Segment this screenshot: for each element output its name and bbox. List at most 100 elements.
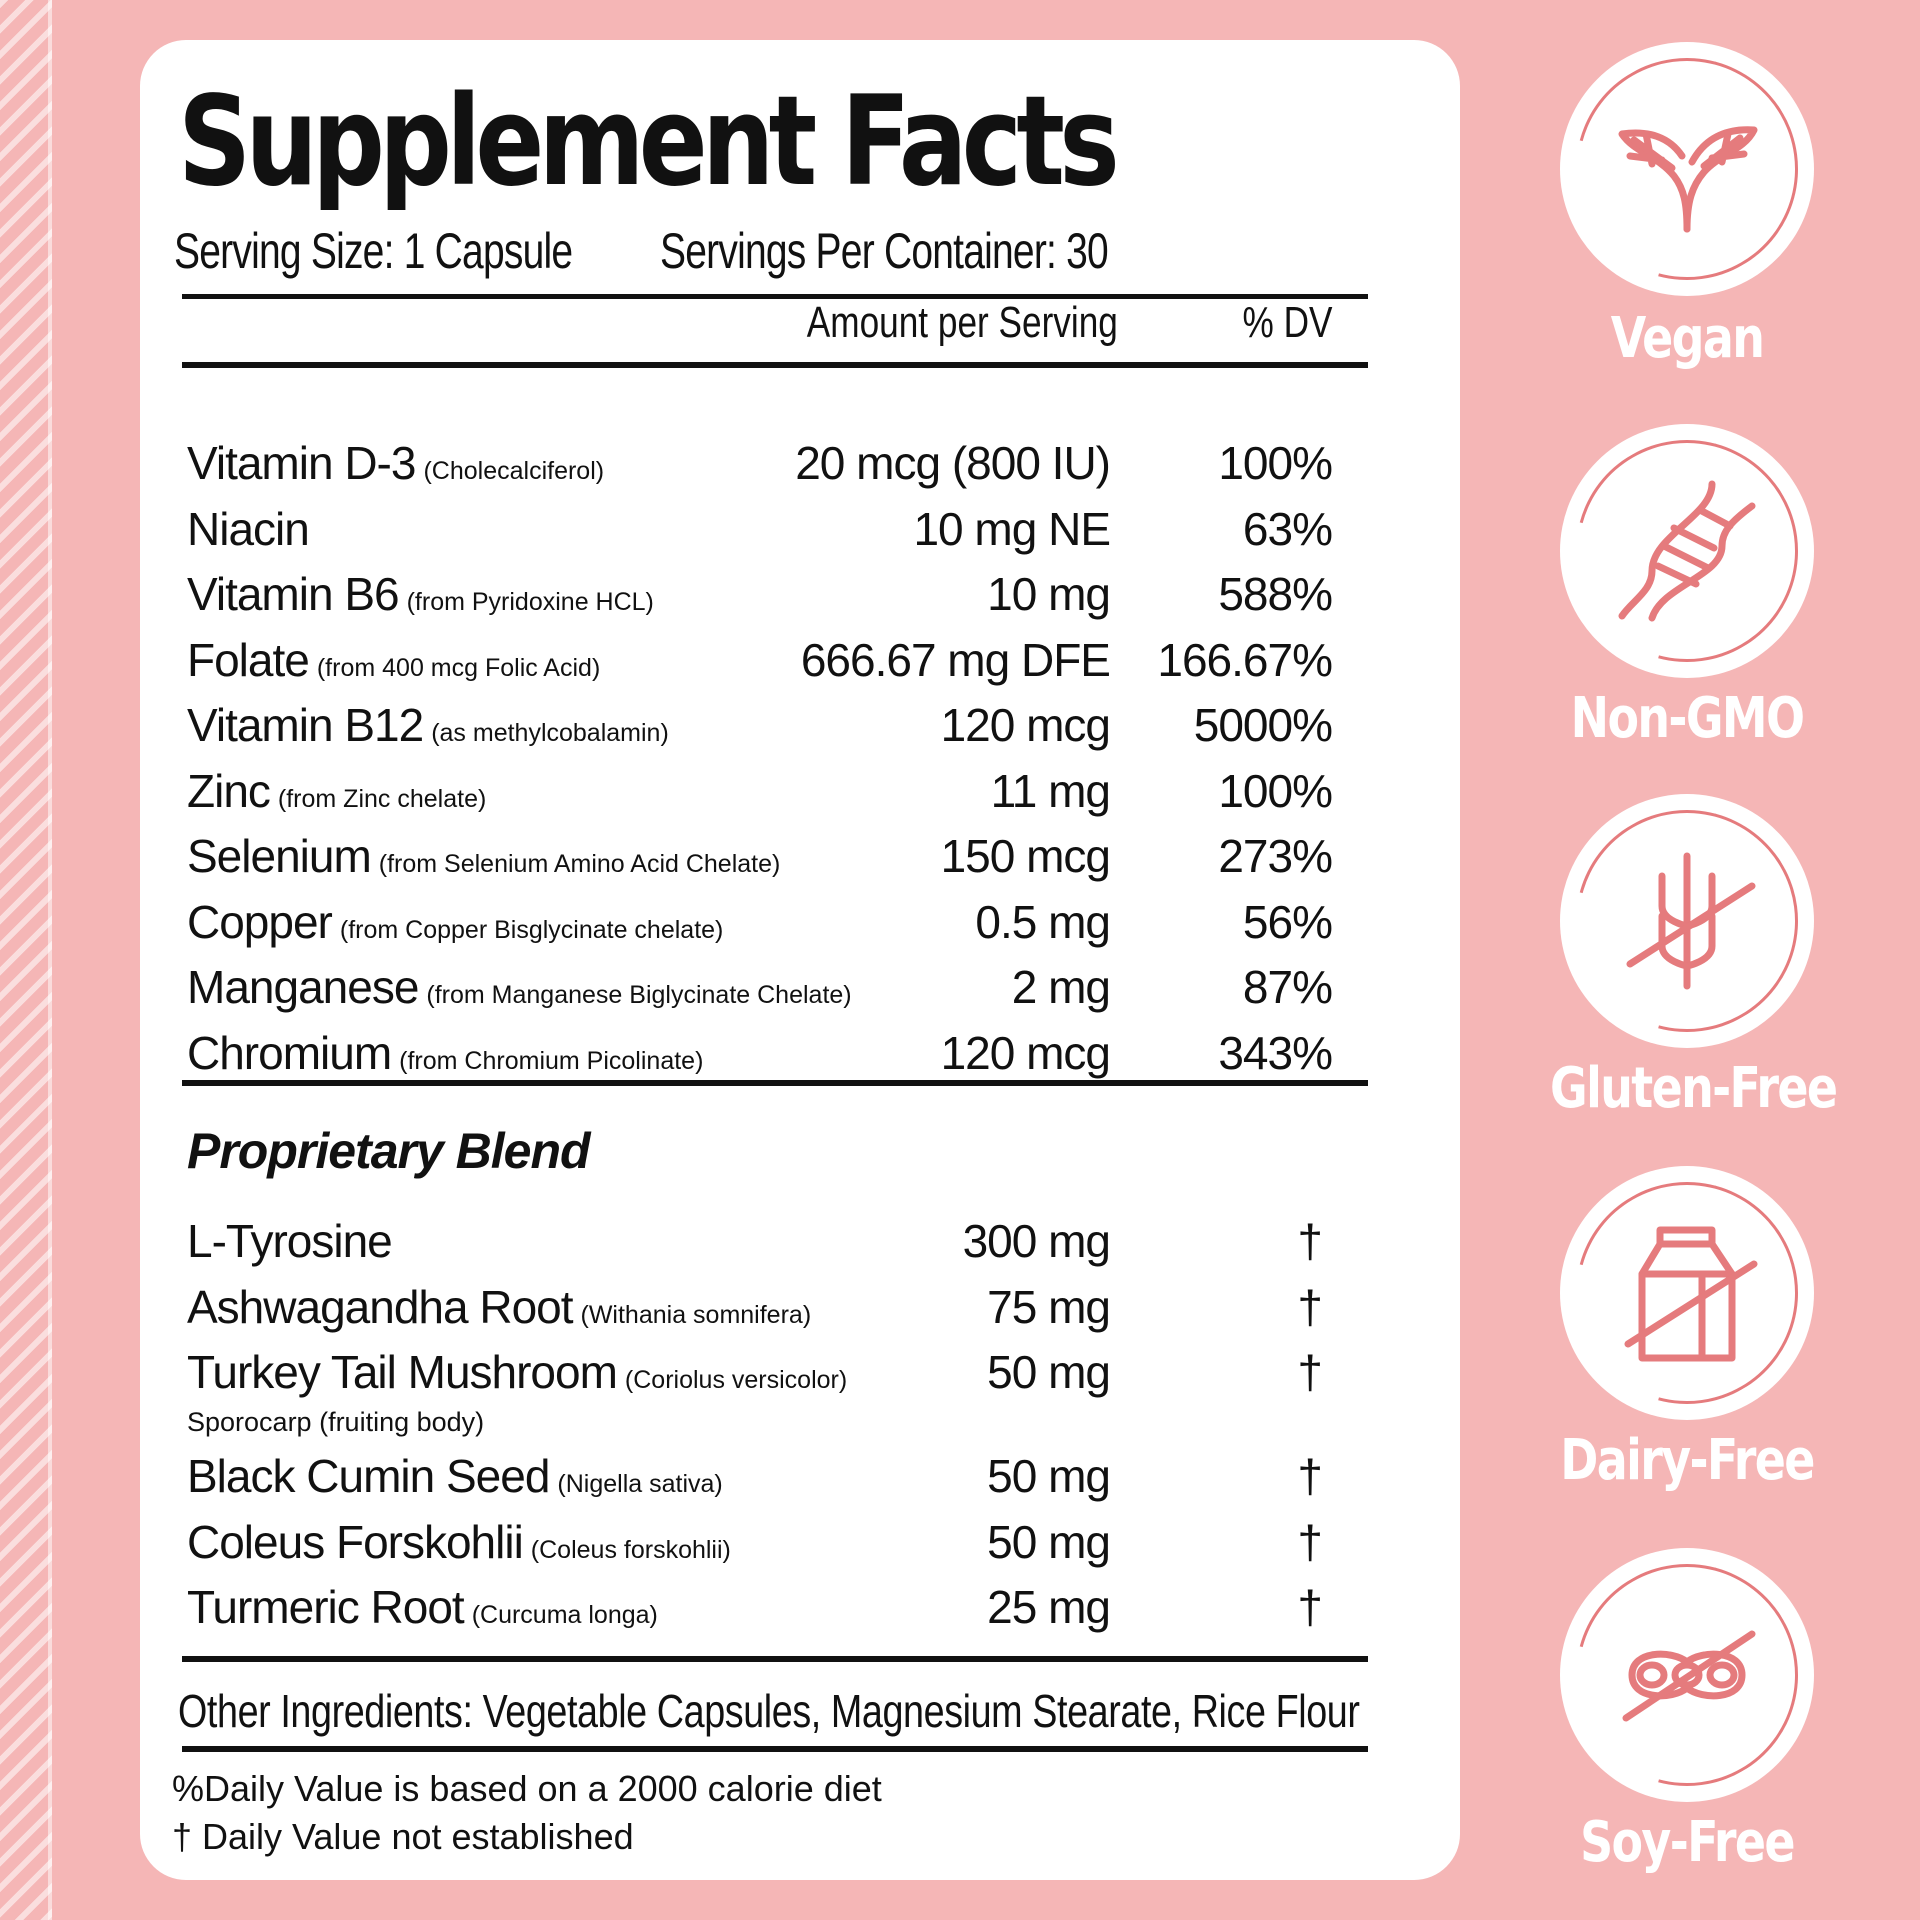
nutrient-name: Chromium (from Chromium Picolinate) [187,1026,704,1079]
nutrient-dv: 166.67% [1157,633,1333,686]
nutrient-name: Niacin [187,502,310,555]
nutrient-row: Manganese (from Manganese Biglycinate Che… [140,961,1460,1022]
blend-ingredient-note: (Curcuma longa) [471,1601,658,1629]
blend-ingredient-name: Black Cumin Seed (Nigella sativa) [187,1450,723,1502]
other-ingredients: Other Ingredients: Vegetable Capsules, M… [178,1685,1360,1737]
blend-ingredient-note: (Coriolus versicolor) [624,1366,848,1394]
nutrient-amount: 2 mg [1011,961,1111,1013]
nutrient-amount: 150 mcg [940,830,1111,882]
serving-size: Serving Size: 1 Capsule [174,223,573,279]
dna-icon [1618,480,1756,622]
blend-row: Coleus Forskohlii (Coleus forskohlii) 50 m… [140,1516,1460,1577]
blend-ingredient-dv: † [1297,1581,1323,1633]
badge-vegan [1535,17,1839,321]
blend-ingredient-name: Turmeric Root (Curcuma longa) [187,1581,658,1633]
badge-gluten-free [1535,769,1839,1073]
blend-ingredient-dv: † [1297,1516,1323,1568]
nutrient-amount: 120 mcg [940,1026,1111,1079]
nutrient-row: Vitamin D-3 (Cholecalciferol) 20 mcg (800 … [140,437,1460,498]
blend-ingredient-note: (Coleus forskohlii) [530,1536,731,1564]
blend-ingredient-amount: 300 mg [962,1215,1111,1267]
badge-dairy-free [1535,1141,1839,1445]
blend-ingredient-dv: † [1297,1346,1323,1398]
nutrient-name: Selenium (from Selenium Amino Acid Chelat… [187,830,781,882]
blend-ingredient-amount: 25 mg [987,1581,1111,1633]
divider-other [182,1656,1368,1662]
nutrient-row: Copper (from Copper Bisglycinate chelate)… [140,895,1460,957]
blend-row: Turkey Tail Mushroom (Coriolus versicolor… [140,1346,1460,1437]
nutrient-source-note: (from Pyridoxine HCL) [406,588,654,616]
nutrient-source-note: (from Copper Bisglycinate chelate) [339,915,724,944]
nutrient-amount: 0.5 mg [975,895,1111,948]
badge-label-dairy-free: Dairy-Free [1560,1428,1815,1493]
nutrient-name: Vitamin B6 (from Pyridoxine HCL) [187,568,654,620]
nutrient-name: Manganese (from Manganese Biglycinate Che… [187,961,852,1013]
nutrient-row: Zinc (from Zinc chelate) 11 mg 100% [140,764,1460,826]
nutrient-name: Zinc (from Zinc chelate) [187,764,487,817]
blend-ingredient-amount: 50 mg [987,1346,1111,1398]
nutrient-source-note: (from Manganese Biglycinate Chelate) [426,981,852,1009]
nutrient-dv: 63% [1242,502,1333,555]
nutrient-dv: 273% [1218,830,1333,882]
nutrient-row: Selenium (from Selenium Amino Acid Chelat… [140,830,1460,891]
nutrient-amount: 10 mg [987,568,1111,620]
blend-row: Black Cumin Seed (Nigella sativa) 50 mg † [140,1450,1460,1511]
blend-row: L-Tyrosine 300 mg † [140,1215,1460,1276]
nutrient-dv: 100% [1218,764,1333,817]
blend-ingredient-name: Turkey Tail Mushroom (Coriolus versicolor… [187,1346,848,1398]
servings-per-container: Servings Per Container: 30 [660,223,1109,279]
nutrient-dv: 588% [1218,568,1333,620]
divider-header [182,362,1368,368]
nutrient-source-note: (as methylcobalamin) [431,719,669,747]
nutrient-row: Chromium (from Chromium Picolinate) 120 mc… [140,1026,1460,1088]
blend-ingredient-dv: † [1297,1215,1323,1267]
blend-row: Turmeric Root (Curcuma longa) 25 mg † [140,1581,1460,1642]
blend-title: Proprietary Blend [187,1123,591,1179]
blend-row: Ashwagandha Root (Withania somnifera) 75 m… [140,1281,1460,1342]
blend-ingredient-subnote: Sporocarp (fruiting body) [187,1407,485,1437]
wheat-crossed-icon [1626,852,1756,990]
blend-ingredient-dv: † [1297,1281,1323,1333]
blend-ingredient-dv: † [1297,1450,1323,1502]
nutrient-name: Vitamin D-3 (Cholecalciferol) [187,437,605,489]
nutrient-row: Niacin 10 mg NE 63% [140,502,1460,564]
nutrient-source-note: (from Selenium Amino Acid Chelate) [378,850,781,878]
footnote-daily-value: %Daily Value is based on a 2000 calorie … [172,1768,882,1809]
badge-label-gluten-free: Gluten-Free [1550,1056,1838,1121]
nutrient-amount: 11 mg [990,764,1111,817]
blend-ingredient-note: (Nigella sativa) [557,1470,723,1498]
nutrient-dv: 343% [1218,1026,1333,1079]
nutrient-source-note: (from Chromium Picolinate) [399,1046,704,1075]
nutrient-source-note: (from Zinc chelate) [277,784,487,813]
nutrient-amount: 666.67 mg DFE [800,633,1111,686]
nutrient-source-note: (Cholecalciferol) [423,457,605,485]
milk-carton-crossed-icon [1624,1226,1758,1362]
nutrient-row: Vitamin B6 (from Pyridoxine HCL) 10 mg 588% [140,568,1460,629]
nutrient-name: Folate (from 400 mcg Folic Acid) [187,633,601,686]
divider-top [182,294,1368,299]
nutrient-amount: 10 mg NE [913,502,1111,555]
column-header-amount: Amount per Serving [806,298,1118,347]
side-pattern-strip [0,0,52,1920]
nutrient-amount: 120 mcg [940,699,1111,751]
divider-footer [182,1746,1368,1752]
supplement-facts-panel: Supplement Facts Serving Size: 1 Capsule… [140,40,1460,1880]
nutrient-name: Vitamin B12 (as methylcobalamin) [187,699,669,751]
divider-blend [182,1080,1368,1086]
badge-label-vegan: Vegan [1610,306,1765,371]
badge-non-gmo [1535,399,1839,703]
badge-label-non-gmo: Non-GMO [1570,686,1805,751]
panel-title: Supplement Facts [178,70,1120,214]
nutrient-source-note: (from 400 mcg Folic Acid) [316,653,601,682]
nutrient-dv: 5000% [1193,699,1333,751]
leaf-icon [1618,126,1758,233]
blend-ingredient-amount: 50 mg [987,1450,1111,1502]
blend-ingredient-amount: 75 mg [987,1281,1111,1333]
badge-soy-free [1535,1523,1839,1827]
footnote-dagger: † Daily Value not established [172,1816,634,1857]
badge-label-soy-free: Soy-Free [1580,1810,1796,1875]
blend-ingredient-name: Coleus Forskohlii (Coleus forskohlii) [187,1516,731,1568]
column-header-dv: % DV [1242,298,1332,347]
nutrient-dv: 56% [1242,895,1333,948]
blend-ingredient-name: L-Tyrosine [187,1215,393,1267]
